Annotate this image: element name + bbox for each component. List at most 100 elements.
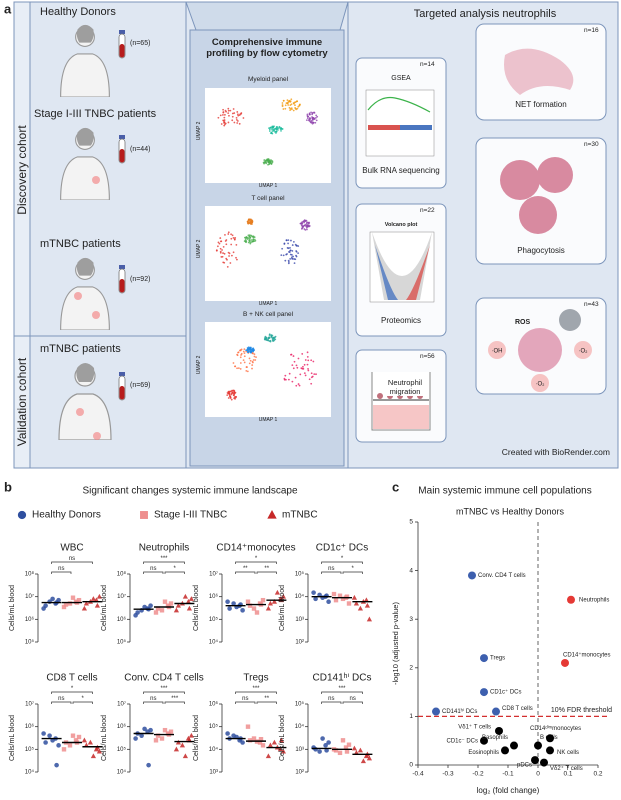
- umap-cell: [228, 114, 230, 117]
- y-tick-label: 5: [409, 519, 413, 526]
- umap-box: [205, 322, 331, 417]
- umap-cell: [263, 159, 266, 161]
- data-point: [353, 600, 359, 606]
- significance-label: ns: [242, 696, 248, 702]
- umap-cell: [248, 357, 251, 360]
- cohort-label: Discovery cohort: [15, 125, 29, 215]
- scatter-point: [510, 741, 518, 750]
- umap-cell: [232, 394, 235, 397]
- data-point: [54, 762, 59, 768]
- data-point: [162, 727, 168, 733]
- umap-cell: [230, 237, 233, 240]
- data-point: [351, 745, 357, 751]
- y-tick-label: 10⁵: [25, 639, 35, 646]
- plot-title: WBC: [60, 543, 83, 554]
- umap-cell: [237, 351, 239, 354]
- umap-cell: [252, 359, 255, 361]
- plot-title: Conv. CD4 T cells: [124, 673, 203, 684]
- umap-cell: [270, 159, 272, 161]
- data-point: [87, 739, 93, 745]
- point-label: Eosinophils: [468, 750, 499, 756]
- scatter-point: [501, 746, 509, 755]
- umap-cell: [297, 245, 300, 247]
- data-point: [278, 737, 284, 743]
- umap-box: [205, 88, 331, 183]
- umap-cell: [246, 220, 249, 223]
- data-point: [81, 737, 87, 743]
- umap-axis: UMAP 1: [258, 301, 278, 307]
- scatter-point: [480, 654, 488, 663]
- data-point: [260, 597, 266, 603]
- y-tick-label: 10³: [209, 770, 218, 776]
- panel-label: c: [392, 479, 399, 494]
- y-axis-label: -log10 (adjusted p-value): [391, 602, 400, 685]
- data-point: [225, 731, 230, 736]
- umap-cell: [249, 236, 252, 239]
- umap-cell: [308, 120, 311, 123]
- data-point: [76, 597, 82, 603]
- y-tick-label: 3: [409, 616, 413, 623]
- data-point: [67, 601, 73, 606]
- y-tick-label: 10⁷: [117, 593, 126, 600]
- data-point: [93, 597, 99, 603]
- pathogen-icon: [559, 309, 581, 331]
- umap-cell: [236, 258, 238, 261]
- significance-bracket: [321, 701, 342, 704]
- umap-cell: [280, 129, 282, 132]
- tube-icon: [118, 30, 126, 59]
- umap-cell: [250, 239, 253, 241]
- tube-icon: [118, 265, 126, 294]
- umap-cell: [232, 108, 235, 110]
- y-axis-label: Cells/mL blood: [9, 715, 16, 761]
- umap-cell: [294, 104, 296, 107]
- umap-cell: [284, 104, 287, 107]
- umap-cell: [312, 360, 315, 363]
- significance-bracket: [342, 701, 363, 704]
- data-point: [61, 604, 67, 610]
- data-point: [247, 738, 253, 743]
- group-name: mTNBC patients: [40, 343, 121, 355]
- umap-cell: [254, 359, 257, 361]
- umap-cell: [251, 361, 254, 364]
- data-point: [346, 601, 352, 606]
- umap-cell: [313, 373, 316, 376]
- data-point: [96, 748, 102, 754]
- data-point: [133, 736, 138, 741]
- data-point: [70, 595, 76, 600]
- umap-cell: [311, 118, 314, 121]
- legend-label: mTNBC: [282, 510, 318, 521]
- scatter-point: [495, 726, 503, 735]
- umap-cell: [294, 376, 297, 379]
- point-label: Conv. CD4 T cells: [478, 573, 526, 579]
- y-tick-label: 1: [409, 713, 413, 720]
- umap-cell: [239, 362, 242, 364]
- data-point: [357, 605, 363, 611]
- umap-cell: [297, 105, 300, 108]
- umap-cell: [308, 221, 311, 224]
- discovery-box: [29, 1, 187, 337]
- umap-cell: [217, 241, 220, 244]
- umap-cell: [304, 374, 307, 377]
- data-point: [317, 749, 322, 754]
- umap-cell: [224, 113, 226, 116]
- umap-cell: [284, 107, 287, 110]
- umap-cell: [243, 348, 246, 351]
- point-label: CD141ʰⁱ DCs: [442, 707, 477, 715]
- data-point: [155, 606, 161, 611]
- umap-cell: [272, 126, 275, 129]
- group-name: Healthy Donors: [40, 6, 116, 18]
- umap-cell: [263, 162, 266, 165]
- point-label: Tregs: [490, 656, 505, 662]
- data-point: [96, 593, 102, 599]
- umap-cell: [238, 122, 241, 125]
- data-point: [50, 596, 55, 602]
- umap-cell: [287, 242, 289, 245]
- significance-bracket: [51, 691, 93, 694]
- data-point: [271, 598, 277, 604]
- significance-label: ***: [252, 686, 260, 692]
- umap-cell: [282, 99, 285, 102]
- umap-cell: [287, 239, 290, 242]
- data-point: [340, 596, 346, 602]
- umap-cell: [306, 228, 308, 231]
